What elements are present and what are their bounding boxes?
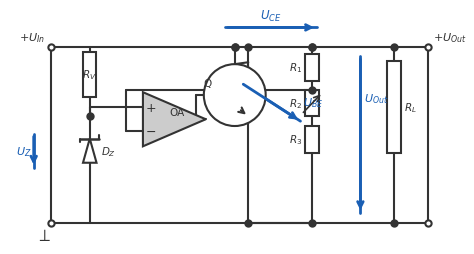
Polygon shape xyxy=(143,93,206,147)
Text: Q: Q xyxy=(203,78,212,88)
Text: $U_{BE}$: $U_{BE}$ xyxy=(303,96,324,109)
Bar xyxy=(305,55,319,81)
Text: $D_Z$: $D_Z$ xyxy=(101,144,117,158)
Polygon shape xyxy=(83,139,97,163)
Text: $R_2$: $R_2$ xyxy=(289,97,302,111)
Text: $U_{Out}$: $U_{Out}$ xyxy=(365,92,389,106)
Bar xyxy=(305,91,319,117)
Text: OA: OA xyxy=(170,107,185,117)
Text: $+U_{In}$: $+U_{In}$ xyxy=(19,31,46,45)
Text: +: + xyxy=(146,101,156,114)
Text: $R_3$: $R_3$ xyxy=(289,133,302,147)
Text: $U_{CE}$: $U_{CE}$ xyxy=(260,8,282,24)
Text: $R_1$: $R_1$ xyxy=(289,61,302,75)
Text: −: − xyxy=(146,125,156,138)
Bar xyxy=(305,126,319,153)
Text: $+U_{Out}$: $+U_{Out}$ xyxy=(433,31,467,45)
Bar xyxy=(83,52,96,98)
Text: $U_Z$: $U_Z$ xyxy=(16,144,32,158)
Circle shape xyxy=(204,65,266,126)
Text: $R_V$: $R_V$ xyxy=(82,68,97,82)
Bar xyxy=(387,62,401,153)
Text: $R_L$: $R_L$ xyxy=(404,101,417,115)
Text: $\perp$: $\perp$ xyxy=(36,226,51,244)
